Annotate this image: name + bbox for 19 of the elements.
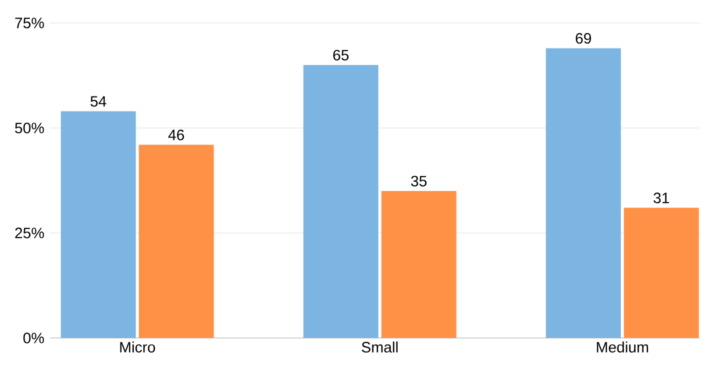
data-label: 35 [411,176,427,186]
bar [546,48,621,338]
data-label: 31 [654,192,669,204]
data-label: 69 [576,33,592,44]
y-tick-label: 25% [15,228,44,238]
x-tick-label: Medium [596,342,648,353]
y-tick-label: 75% [15,18,44,28]
x-tick-label: Small [362,342,398,353]
bar [624,208,699,338]
data-label: 46 [168,130,184,140]
y-tick-label: 50% [15,122,44,134]
x-tick-label: Micro [120,342,156,353]
bar [138,144,214,338]
bar [381,190,456,338]
bar [60,111,136,338]
bar [303,64,378,338]
data-label: 65 [333,50,349,60]
y-tick-label: 0% [23,332,44,344]
data-label: 54 [90,96,106,107]
